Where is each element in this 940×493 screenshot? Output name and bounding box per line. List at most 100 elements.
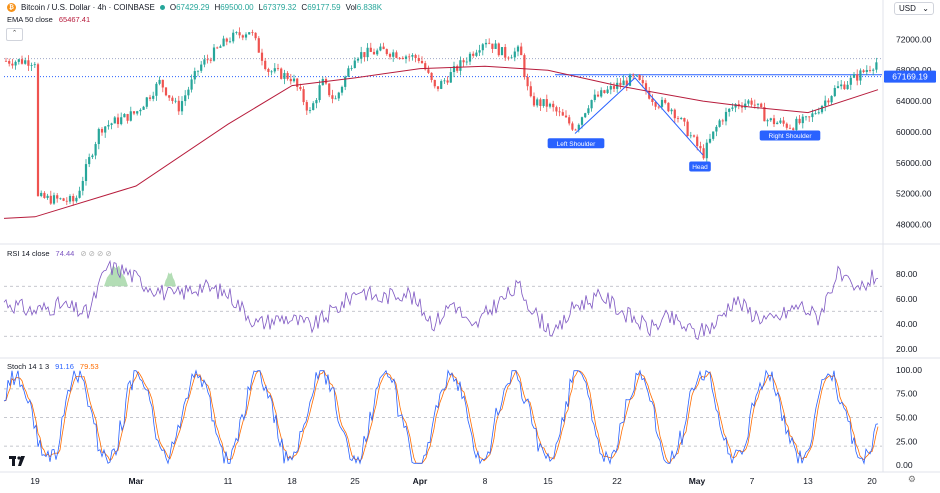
candle-body: [801, 116, 804, 124]
candle-body: [248, 32, 251, 35]
price-tick-label: 48000.00: [896, 220, 932, 230]
candle-body: [158, 79, 161, 84]
candle-body: [139, 109, 142, 112]
candles-group: [4, 27, 878, 206]
rsi-value: 74.44: [55, 249, 75, 258]
candle-body: [372, 51, 376, 55]
candle-body: [94, 144, 97, 156]
candle-body: [516, 46, 520, 52]
candle-body: [379, 46, 382, 51]
candle-body: [683, 118, 686, 122]
time-tick-label: 7: [750, 476, 755, 486]
candle-body: [136, 111, 139, 114]
candle-body: [283, 73, 286, 79]
rsi-settings-icons[interactable]: ⊘ ⊘ ⊘ ⊘: [80, 249, 112, 258]
candle-body: [782, 120, 785, 124]
candle-body: [523, 55, 526, 77]
candle-body: [20, 59, 24, 64]
candle-body: [328, 83, 331, 96]
price-tick-label: 60000.00: [896, 127, 932, 137]
candle-body: [168, 95, 171, 98]
candle-body: [164, 87, 168, 96]
candle-body: [593, 94, 596, 101]
candle-body: [440, 81, 443, 89]
candle-body: [548, 103, 552, 107]
candle-body: [385, 49, 388, 55]
candle-body: [715, 126, 718, 132]
left-shoulder-label: Left Shoulder: [557, 141, 597, 148]
time-tick-label: 13: [803, 476, 813, 486]
candle-body: [65, 200, 68, 202]
candle-body: [692, 135, 696, 137]
candle-body: [203, 59, 206, 65]
candle-body: [436, 86, 440, 89]
candle-body: [155, 83, 158, 96]
candle-body: [740, 106, 744, 108]
candle-body: [510, 57, 513, 59]
time-tick-label: 25: [350, 476, 360, 486]
candle-body: [532, 96, 536, 106]
candle-body: [648, 90, 651, 99]
candle-body: [404, 56, 408, 59]
candle-body: [635, 74, 638, 76]
candle-body: [216, 47, 219, 49]
candle-body: [417, 58, 420, 61]
candle-body: [388, 54, 392, 57]
candle-body: [104, 126, 107, 133]
candle-body: [395, 52, 398, 58]
stoch-legend[interactable]: Stoch 14 1 3 91.16 79.53: [7, 362, 99, 371]
candle-body: [465, 61, 468, 63]
candle-body: [452, 66, 456, 73]
candle-body: [260, 52, 264, 61]
candle-body: [526, 76, 529, 87]
candle-body: [408, 56, 411, 58]
candle-body: [660, 99, 664, 107]
candle-body: [612, 86, 616, 89]
candle-body: [347, 68, 350, 77]
candle-body: [628, 74, 632, 86]
candle-body: [43, 192, 46, 198]
candle-body: [699, 146, 702, 149]
time-tick-label: 8: [483, 476, 488, 486]
rsi-overbought-fill: [164, 272, 176, 287]
candle-body: [27, 60, 30, 66]
ema-value: 65467.41: [58, 15, 91, 24]
rsi-legend[interactable]: RSI 14 close 74.44 ⊘ ⊘ ⊘ ⊘: [7, 249, 112, 258]
time-tick-label: 20: [867, 476, 877, 486]
candle-body: [772, 118, 776, 125]
candle-body: [798, 118, 801, 124]
candle-body: [836, 86, 840, 89]
candle-body: [200, 64, 203, 71]
candle-body: [696, 136, 699, 147]
candle-body: [788, 127, 792, 129]
candle-body: [571, 123, 574, 130]
candle-body: [504, 47, 507, 58]
right-shoulder-label: Right Shoulder: [769, 133, 813, 140]
candle-body: [459, 60, 462, 71]
candle-body: [225, 38, 228, 42]
candle-body: [193, 71, 196, 80]
candle-body: [132, 111, 136, 114]
collapse-legend-button[interactable]: ⌃: [6, 28, 23, 41]
volume-value: 6.838K: [356, 3, 383, 12]
candle-body: [84, 164, 88, 182]
candle-body: [584, 113, 587, 118]
candle-body: [286, 73, 289, 79]
candle-body: [17, 59, 20, 62]
candle-body: [273, 68, 276, 72]
currency-select[interactable]: USD ⌄: [894, 2, 934, 15]
candle-body: [667, 102, 670, 112]
candle-body: [209, 59, 212, 61]
candle-body: [587, 108, 590, 114]
tradingview-logo-icon[interactable]: [9, 456, 27, 469]
ema-legend[interactable]: EMA 50 close 65467.41: [7, 15, 90, 24]
candle-body: [840, 84, 843, 87]
candle-body: [868, 69, 872, 71]
candle-body: [561, 112, 564, 116]
stoch-tick-label: 50.00: [896, 413, 918, 423]
candle-body: [865, 69, 868, 72]
candle-body: [411, 55, 414, 57]
gear-icon[interactable]: ⚙: [907, 474, 916, 484]
